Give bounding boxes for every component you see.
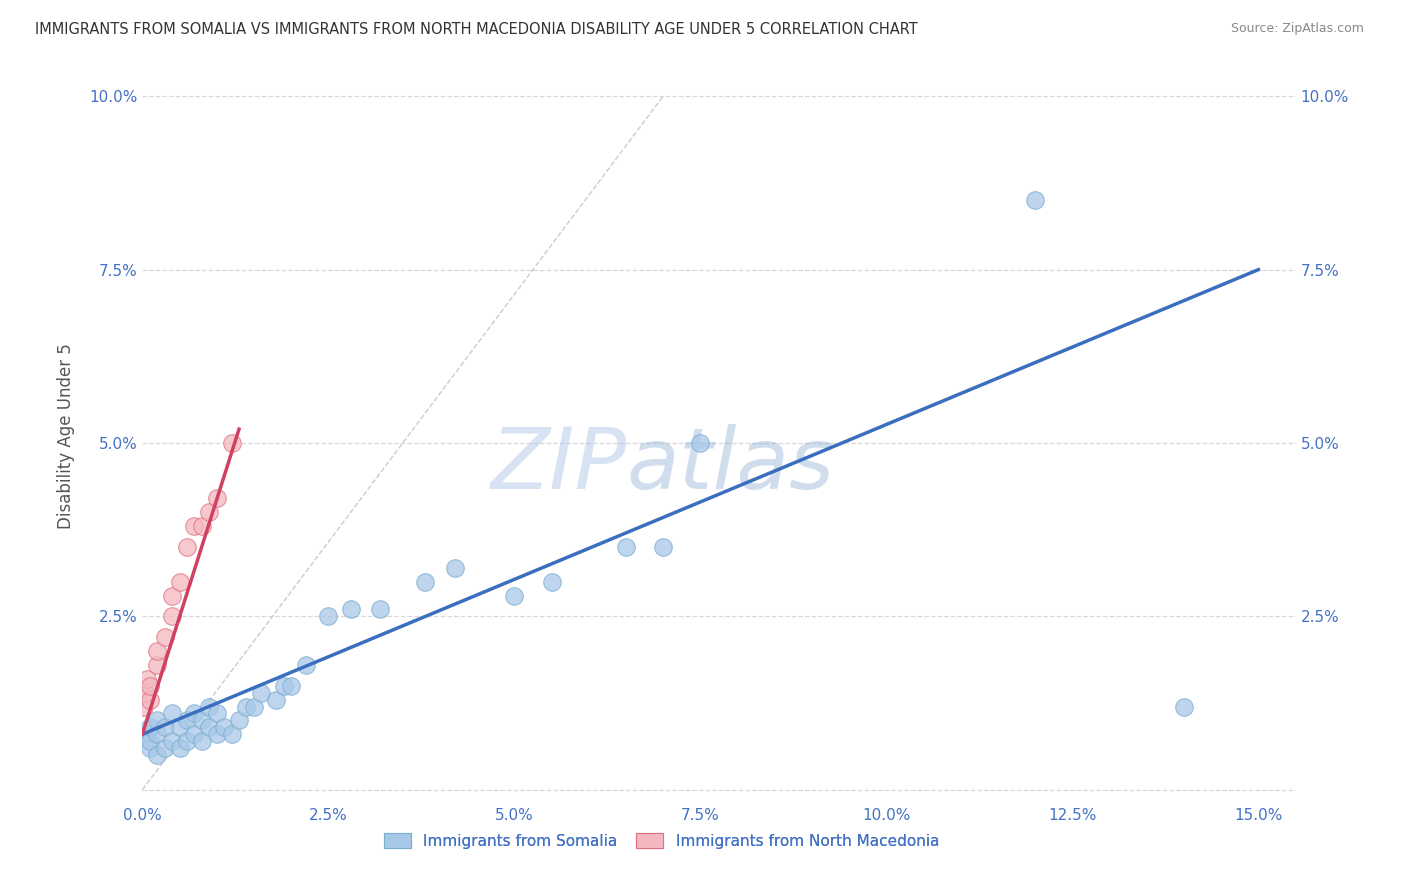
Point bbox=[205, 727, 228, 741]
Point bbox=[176, 540, 198, 554]
Point bbox=[153, 720, 176, 734]
Point bbox=[264, 692, 287, 706]
Point bbox=[652, 540, 675, 554]
Point bbox=[183, 706, 205, 721]
Point bbox=[169, 574, 191, 589]
Point bbox=[235, 699, 257, 714]
Point bbox=[689, 436, 711, 450]
Point bbox=[198, 699, 221, 714]
Point bbox=[503, 589, 526, 603]
Point bbox=[139, 720, 162, 734]
Point bbox=[413, 574, 436, 589]
Point bbox=[153, 630, 176, 644]
Point bbox=[146, 747, 169, 762]
Point bbox=[139, 741, 162, 756]
Point bbox=[273, 679, 295, 693]
Point bbox=[146, 644, 169, 658]
Point bbox=[212, 720, 235, 734]
Point bbox=[280, 679, 302, 693]
Point bbox=[191, 734, 214, 748]
Text: Source: ZipAtlas.com: Source: ZipAtlas.com bbox=[1230, 22, 1364, 36]
Point bbox=[139, 692, 162, 706]
Point bbox=[221, 436, 243, 450]
Point bbox=[250, 686, 273, 700]
Point bbox=[134, 686, 156, 700]
Text: ZIP: ZIP bbox=[491, 424, 627, 507]
Point bbox=[295, 657, 318, 672]
Y-axis label: Disability Age Under 5: Disability Age Under 5 bbox=[58, 343, 75, 529]
Point bbox=[176, 714, 198, 728]
Legend: Immigrants from Somalia, Immigrants from North Macedonia: Immigrants from Somalia, Immigrants from… bbox=[377, 827, 945, 855]
Point bbox=[183, 727, 205, 741]
Point bbox=[205, 491, 228, 506]
Point bbox=[146, 727, 169, 741]
Point bbox=[191, 714, 214, 728]
Point bbox=[228, 714, 250, 728]
Point bbox=[169, 720, 191, 734]
Point bbox=[139, 734, 162, 748]
Point bbox=[160, 609, 183, 624]
Point bbox=[205, 706, 228, 721]
Point bbox=[614, 540, 637, 554]
Point bbox=[169, 741, 191, 756]
Point bbox=[318, 609, 340, 624]
Point bbox=[146, 714, 169, 728]
Point bbox=[132, 699, 155, 714]
Point bbox=[146, 657, 169, 672]
Text: IMMIGRANTS FROM SOMALIA VS IMMIGRANTS FROM NORTH MACEDONIA DISABILITY AGE UNDER : IMMIGRANTS FROM SOMALIA VS IMMIGRANTS FR… bbox=[35, 22, 918, 37]
Point bbox=[160, 706, 183, 721]
Point bbox=[221, 727, 243, 741]
Point bbox=[443, 561, 465, 575]
Point bbox=[135, 727, 157, 741]
Point bbox=[1173, 699, 1195, 714]
Text: atlas: atlas bbox=[627, 424, 835, 507]
Point bbox=[198, 720, 221, 734]
Point bbox=[183, 519, 205, 533]
Point bbox=[243, 699, 266, 714]
Point bbox=[160, 589, 183, 603]
Point bbox=[176, 734, 198, 748]
Point bbox=[339, 602, 361, 616]
Point bbox=[153, 741, 176, 756]
Point bbox=[370, 602, 392, 616]
Point bbox=[160, 734, 183, 748]
Point bbox=[135, 672, 157, 686]
Point bbox=[198, 505, 221, 519]
Point bbox=[1024, 194, 1046, 208]
Point bbox=[191, 519, 214, 533]
Point bbox=[540, 574, 562, 589]
Point bbox=[139, 679, 162, 693]
